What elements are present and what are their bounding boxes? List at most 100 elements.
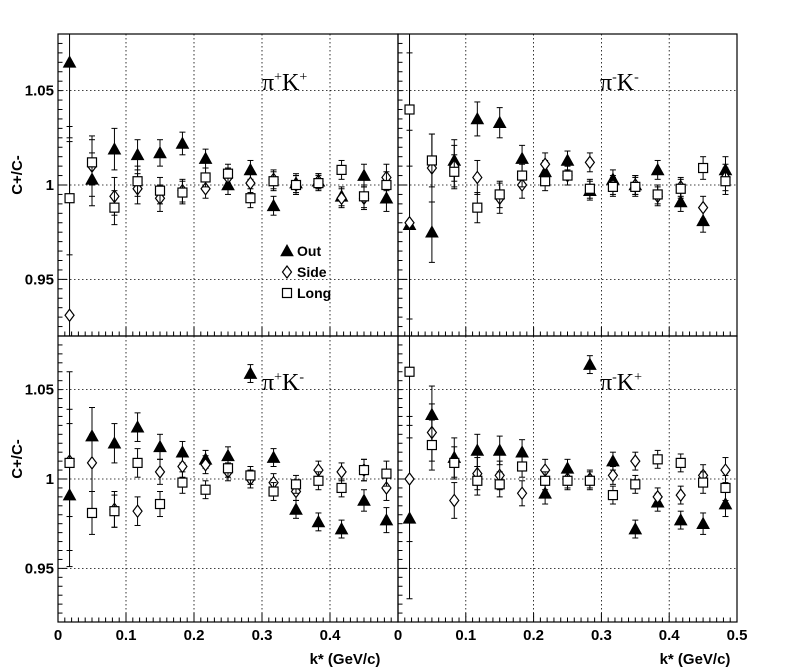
y-tick-label: 0.95 [25,271,54,288]
x-tick-label-left: 0.4 [320,627,342,644]
marker-side [675,488,686,503]
marker-long [245,193,256,204]
marker-long [381,179,392,191]
legend-label: Out [297,243,321,259]
series-long [64,408,392,535]
marker-side [200,457,211,472]
panel-title-sup: + [634,370,642,385]
panel-title: π-K+ [600,370,642,396]
marker-long [154,185,166,196]
marker-out [243,162,258,176]
x-tick-label-left: 0 [394,627,402,644]
marker-out [696,213,710,227]
marker-long [426,439,437,451]
marker-long [154,498,166,510]
marker-side [652,489,663,504]
y-axis-title: C+/C- [9,439,26,479]
panel-title-sup: - [612,370,617,385]
marker-side [404,472,415,486]
marker-out [515,151,529,164]
marker-long [516,461,528,472]
marker-long [290,479,302,490]
x-tick-label-left: 0.2 [184,627,205,644]
marker-long [358,464,370,476]
marker-side [132,504,143,519]
panel-title-part: K [617,70,635,96]
legend-label: Long [297,285,331,301]
marker-long [494,189,505,200]
y-tick-label: 1 [46,471,54,488]
marker-out [492,443,507,456]
y-tick-label: 1.05 [25,83,54,100]
marker-long [562,170,573,181]
marker-out [560,153,575,166]
marker-long [313,475,324,486]
legend-entry-side: Side [281,264,327,280]
marker-side [720,463,731,478]
marker-side [630,454,641,469]
series-long [404,335,731,505]
marker-out [289,502,303,515]
marker-long [268,486,279,497]
marker-side [472,170,483,185]
y-tick-label: 1.05 [25,382,54,399]
x-tick-label-left: 0.1 [116,627,137,644]
panel-title-part: K [282,370,300,396]
series-long [64,139,392,256]
marker-long [268,176,279,187]
series-out [402,101,733,320]
marker-long [584,183,595,194]
marker-out [311,514,326,528]
x-tick-label-right: 0.1 [455,627,476,644]
panel-title: π-K- [600,70,639,96]
panel-title: π+K+ [262,70,307,96]
marker-long [562,475,573,486]
marker-long [336,164,347,175]
marker-side [607,468,619,483]
marker-long [494,479,505,490]
x-tick-label-right: 0.2 [523,627,544,644]
marker-side [449,493,460,508]
marker-side [697,200,709,215]
marker-side [404,215,415,230]
marker-out [153,145,167,159]
marker-long [290,179,302,191]
marker-out [673,513,688,526]
panel-top-right: π-K- [397,33,738,337]
marker-long [200,484,211,495]
marker-side [177,459,188,474]
x-tick-label-left: 0.3 [252,627,273,644]
marker-long [607,489,619,501]
marker-out [130,147,145,161]
marker-out [379,513,394,526]
panels-group: π+K+0.9511.05C+/C-π-K-π+K-0.9511.05C+/C-… [9,33,738,623]
marker-long [720,482,731,494]
marker-long [540,176,551,187]
marker-out [198,151,213,164]
x-axis-title-right: k* (GeV/c) [660,651,731,668]
marker-out [583,357,597,370]
marker-out [492,115,507,129]
marker-side [516,486,528,501]
marker-side [86,455,98,470]
marker-out [243,366,258,379]
marker-long [630,479,641,490]
marker-side [64,308,75,323]
y-tick-label: 0.95 [25,560,54,577]
marker-long [109,202,120,213]
marker-long [720,176,731,187]
panel-title-sup: + [274,370,282,385]
marker-long [426,155,437,166]
marker-out [425,225,439,238]
marker-out [718,496,733,510]
marker-out [470,111,485,125]
panel-title-part: π [600,70,612,96]
marker-out [280,243,294,257]
marker-out [334,522,349,535]
marker-long [358,191,370,202]
x-axis-title-left: k* (GeV/c) [310,651,381,668]
panel-title-sup: + [299,70,307,85]
marker-side [336,191,347,206]
